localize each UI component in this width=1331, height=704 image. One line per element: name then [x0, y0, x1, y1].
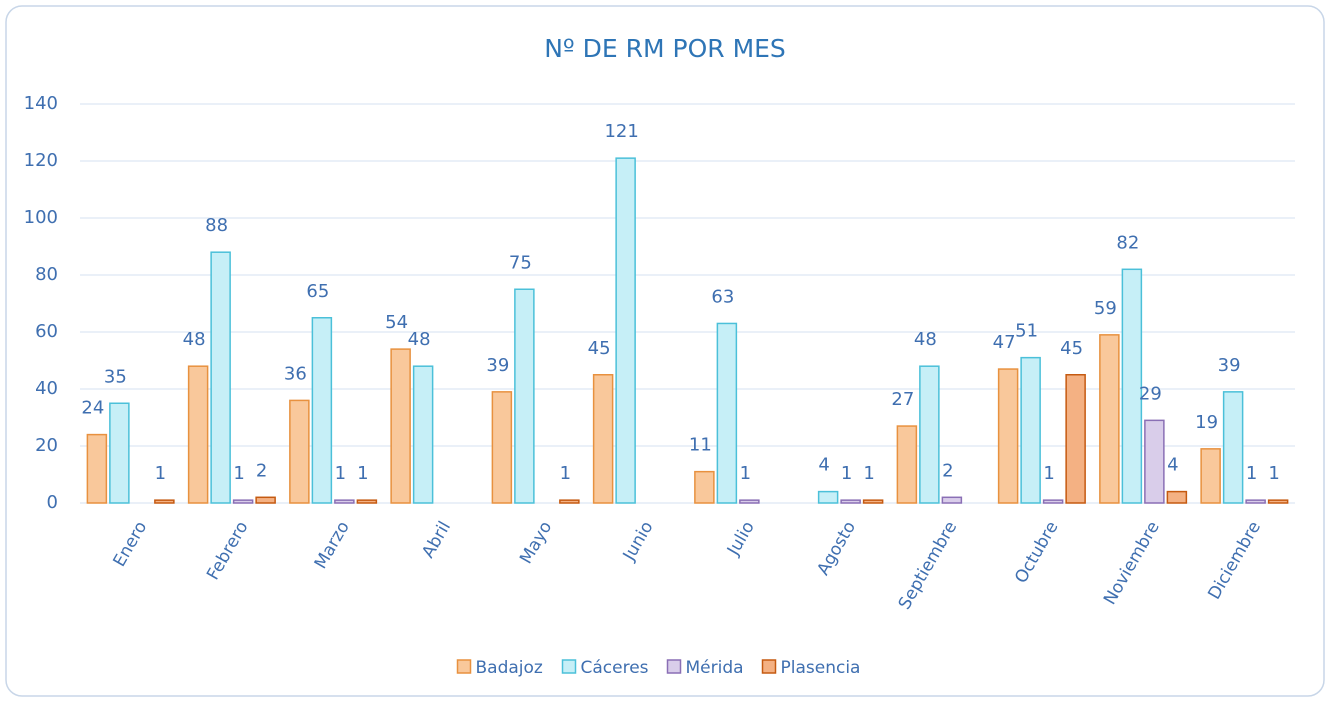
data-label: 48 — [408, 329, 431, 350]
data-label: 59 — [1094, 298, 1117, 319]
data-label: 65 — [306, 281, 329, 302]
data-label: 82 — [1116, 232, 1139, 253]
bar — [1020, 356, 1041, 504]
legend-label: Badajoz — [476, 658, 543, 678]
y-tick-label: 40 — [35, 378, 58, 399]
data-label: 27 — [891, 389, 914, 410]
data-label: 1 — [740, 463, 751, 484]
bar — [109, 402, 130, 504]
legend-label: Mérida — [686, 658, 744, 678]
data-label: 1 — [863, 463, 874, 484]
data-label: 1 — [1246, 463, 1257, 484]
legend-swatch — [456, 659, 472, 674]
bar — [694, 470, 715, 504]
data-label: 48 — [183, 329, 206, 350]
y-tick-label: 0 — [47, 492, 58, 513]
data-label: 4 — [1167, 455, 1178, 476]
bar — [1222, 391, 1244, 504]
y-tick-label: 100 — [24, 207, 58, 228]
data-label: 29 — [1139, 383, 1162, 404]
y-tick-label: 20 — [35, 435, 58, 456]
y-tick-label: 140 — [24, 93, 58, 114]
chart-title: Nº DE RM POR MES — [544, 34, 786, 63]
data-label: 11 — [689, 435, 712, 456]
data-label: 45 — [588, 338, 611, 359]
bar — [941, 496, 963, 504]
data-label: 2 — [942, 460, 953, 481]
data-label: 39 — [1218, 355, 1241, 376]
bar — [1200, 448, 1221, 504]
data-label: 1 — [155, 463, 166, 484]
y-tick-label: 60 — [35, 321, 58, 342]
bar — [1065, 374, 1086, 504]
bar — [514, 288, 535, 504]
bar — [1166, 490, 1188, 504]
data-label: 1 — [357, 463, 368, 484]
data-label: 35 — [104, 366, 127, 387]
bar — [862, 499, 884, 504]
legend-swatch — [761, 659, 777, 674]
data-label: 24 — [81, 398, 104, 419]
y-tick-label: 80 — [35, 264, 58, 285]
data-label: 88 — [205, 215, 228, 236]
bar — [997, 368, 1019, 504]
bar — [1099, 334, 1120, 504]
bar — [491, 391, 513, 504]
bar — [356, 499, 378, 504]
bar — [255, 496, 276, 504]
bar — [559, 499, 580, 504]
bar — [1267, 499, 1289, 504]
bar — [334, 499, 355, 504]
legend-label: Cáceres — [581, 658, 649, 678]
bar — [1144, 419, 1165, 504]
data-label: 1 — [1043, 463, 1054, 484]
bar — [311, 317, 333, 504]
bar — [390, 348, 411, 504]
bar — [154, 499, 175, 504]
data-label: 19 — [1195, 412, 1218, 433]
data-label: 63 — [711, 286, 734, 307]
bar — [716, 322, 738, 504]
data-label: 54 — [385, 312, 408, 333]
bar — [919, 365, 940, 504]
y-tick-label: 120 — [24, 150, 58, 171]
bar — [840, 499, 861, 504]
data-label: 2 — [256, 460, 267, 481]
data-label: 4 — [818, 455, 829, 476]
bar — [412, 365, 434, 504]
data-label: 47 — [993, 332, 1016, 353]
data-label: 1 — [560, 463, 571, 484]
bar — [739, 499, 760, 504]
data-label: 1 — [1268, 463, 1279, 484]
legend-label: Plasencia — [781, 658, 861, 678]
bar — [1121, 268, 1143, 504]
chart-frame — [5, 5, 1325, 697]
data-label: 39 — [486, 355, 509, 376]
data-label: 36 — [284, 363, 307, 384]
bar — [210, 251, 231, 504]
data-label: 75 — [509, 252, 532, 273]
data-label: 51 — [1015, 321, 1038, 342]
bar — [1042, 499, 1064, 504]
data-label: 1 — [233, 463, 244, 484]
bar — [615, 157, 636, 504]
data-label: 1 — [841, 463, 852, 484]
bar — [289, 399, 310, 504]
legend-swatch — [666, 659, 682, 674]
bar — [896, 425, 918, 504]
data-label: 48 — [914, 329, 937, 350]
bar — [1245, 499, 1266, 504]
bar — [232, 499, 254, 504]
data-label: 45 — [1060, 338, 1083, 359]
bar — [817, 490, 839, 504]
data-label: 1 — [335, 463, 346, 484]
bar — [592, 374, 614, 504]
bar — [187, 365, 209, 504]
legend-swatch — [561, 659, 577, 674]
data-label: 121 — [604, 121, 638, 142]
bar — [86, 433, 108, 504]
